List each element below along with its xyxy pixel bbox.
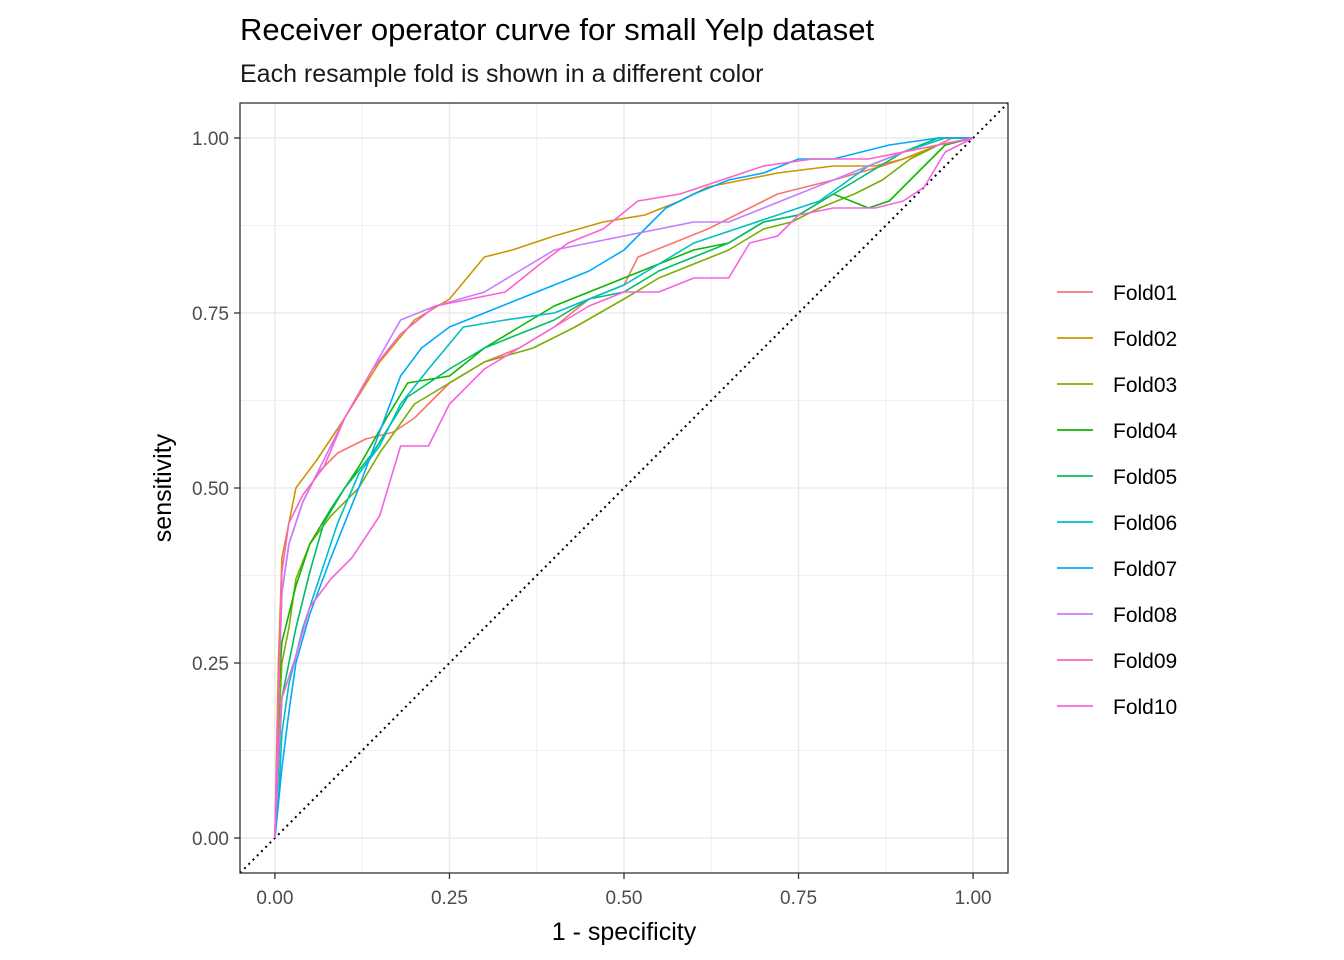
series-line-fold07 <box>274 137 974 839</box>
legend-label-fold03: Fold03 <box>1113 374 1177 397</box>
legend-label-fold06: Fold06 <box>1113 512 1177 535</box>
legend-label-fold05: Fold05 <box>1113 466 1177 489</box>
x-tick-label: 0.75 <box>780 888 817 909</box>
series-line-fold08 <box>274 137 974 839</box>
y-tick-label: 0.50 <box>192 479 229 500</box>
legend-label-fold07: Fold07 <box>1113 558 1177 581</box>
y-tick-label: 0.00 <box>192 829 229 850</box>
legend-label-fold02: Fold02 <box>1113 328 1177 351</box>
x-tick-label: 0.50 <box>606 888 643 909</box>
legend: Fold01 Fold02 Fold03 Fold04 Fold05 Fold06 Fold… <box>1057 282 1178 719</box>
series-line-fold02 <box>274 137 974 839</box>
series-line-fold09 <box>274 137 974 839</box>
legend-label-fold04: Fold04 <box>1113 420 1178 443</box>
chart-subtitle: Each resample fold is shown in a differe… <box>240 60 764 88</box>
series-line-fold05 <box>274 137 974 839</box>
x-tick-label: 1.00 <box>955 888 992 909</box>
reference-diagonal <box>239 102 1009 874</box>
series-line-fold10 <box>274 137 974 839</box>
legend-label-fold01: Fold01 <box>1113 282 1177 305</box>
y-tick-label: 0.75 <box>192 304 229 325</box>
y-axis-title: sensitivity <box>149 433 177 542</box>
legend-label-fold10: Fold10 <box>1113 696 1177 719</box>
x-axis-title: 1 - specificity <box>552 918 697 946</box>
series-line-fold06 <box>274 137 974 839</box>
y-tick-label: 1.00 <box>192 129 229 150</box>
legend-label-fold09: Fold09 <box>1113 650 1177 673</box>
grid-lines <box>240 103 1008 873</box>
series-lines <box>274 137 974 839</box>
reference-line <box>239 102 1009 874</box>
y-axis-ticks: 0.00 0.25 0.50 0.75 1.00 <box>192 129 240 850</box>
x-tick-label: 0.00 <box>256 888 293 909</box>
y-tick-label: 0.25 <box>192 654 229 675</box>
series-line-fold04 <box>274 137 974 839</box>
series-line-fold03 <box>274 137 974 839</box>
legend-label-fold08: Fold08 <box>1113 604 1177 627</box>
x-axis-ticks: 0.00 0.25 0.50 0.75 1.00 <box>256 873 992 909</box>
chart-title: Receiver operator curve for small Yelp d… <box>240 12 875 47</box>
x-tick-label: 0.25 <box>431 888 468 909</box>
